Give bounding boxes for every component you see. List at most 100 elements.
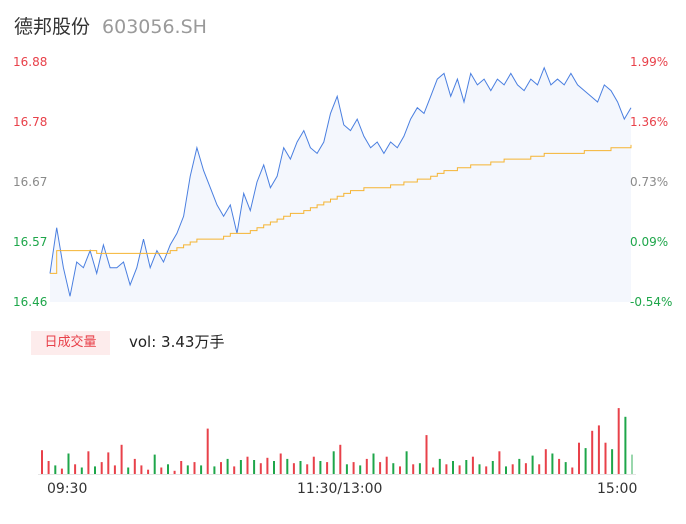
volume-bar [365,458,368,474]
volume-bar [326,462,329,474]
y-tick-right-0: 1.99% [630,55,669,69]
volume-bar [239,460,242,474]
volume-bar [339,444,342,474]
volume-bar [47,461,50,474]
volume-bar [100,462,103,474]
volume-bar [292,463,295,474]
volume-bar [286,458,289,474]
volume-bar [312,456,315,474]
volume-bar [631,454,633,474]
volume-bar [558,458,561,474]
volume-bar [544,449,547,474]
y-tick-right-3: 0.09% [630,235,669,249]
volume-bar [418,463,421,474]
volume-bar [438,458,441,474]
y-tick-left-2: 16.67 [13,175,48,189]
volume-bar [87,451,90,474]
volume-bar [153,454,156,474]
volume-bar [372,453,375,474]
volume-bar [564,462,567,474]
volume-bar [531,455,534,474]
volume-bar [511,464,514,474]
volume-bar [120,444,123,474]
volume-bar [597,425,600,474]
volume-bars [41,408,633,474]
volume-bar [498,451,501,474]
volume-bar [352,462,355,474]
volume-value: vol: 3.43万手 [129,333,225,351]
volume-bar [94,466,96,474]
y-tick-right-1: 1.36% [630,115,669,129]
volume-bar [41,450,43,474]
y-tick-left-1: 16.78 [13,115,48,129]
volume-bar [399,466,401,474]
volume-bar [332,451,335,474]
volume-bar [173,470,176,474]
volume-bar [167,464,169,474]
volume-bar [392,463,395,474]
volume-bar [571,467,574,474]
volume-bar [432,467,435,474]
y-tick-left-3: 16.57 [13,235,48,249]
volume-bar [140,465,143,474]
volume-bar [319,461,322,474]
volume-bar [113,465,116,474]
volume-bar [273,461,275,474]
volume-bar [452,461,454,474]
volume-bar [458,465,461,474]
volume-bar [306,464,309,474]
volume-bar [471,456,474,474]
volume-bar [259,463,262,474]
average-price-line [50,144,632,274]
volume-bar [200,465,203,474]
volume-bar [266,457,269,474]
volume-bar [60,468,63,474]
y-tick-right-4: -0.54% [630,295,673,309]
volume-bar [584,448,587,474]
volume-bar [405,451,408,474]
stock-name: 德邦股份 [14,16,91,38]
x-tick-2: 15:00 [597,481,638,497]
volume-bar [485,466,488,474]
volume-bar [127,467,130,474]
volume-bar [379,462,382,474]
volume-bar [465,460,468,474]
y-tick-left-0: 16.88 [13,55,48,69]
volume-bar [345,464,348,474]
y-tick-left-4: 16.46 [13,295,48,309]
volume-bar [279,453,282,474]
volume-bar [524,463,527,474]
volume-bar [253,460,256,474]
x-tick-0: 09:30 [47,481,88,497]
volume-bar [233,466,236,474]
price-area [50,67,631,302]
volume-bar [147,469,150,474]
volume-bar [551,453,554,474]
volume-bar [425,435,428,474]
volume-bar [491,461,494,474]
volume-bar [611,449,614,474]
volume-bar [624,416,627,474]
y-tick-right-2: 0.73% [630,175,669,189]
volume-bar [107,452,110,474]
volume-bar [206,428,209,474]
volume-bar [133,458,136,474]
volume-bar [299,461,302,474]
volume-bar [591,430,594,474]
volume-bar [578,442,580,474]
volume-bar [518,458,521,474]
volume-bar [186,465,189,474]
volume-badge: 日成交量 [31,331,110,355]
volume-bar [160,467,163,474]
volume-bar [359,465,362,474]
volume-bar [180,461,183,474]
volume-bar [80,467,83,474]
volume-bar [246,456,249,474]
volume-bar [220,462,222,474]
volume-bar [478,464,481,474]
stock-code: 603056.SH [102,16,207,38]
volume-bar [226,458,229,474]
volume-bar [412,464,415,474]
volume-bar [617,408,620,474]
